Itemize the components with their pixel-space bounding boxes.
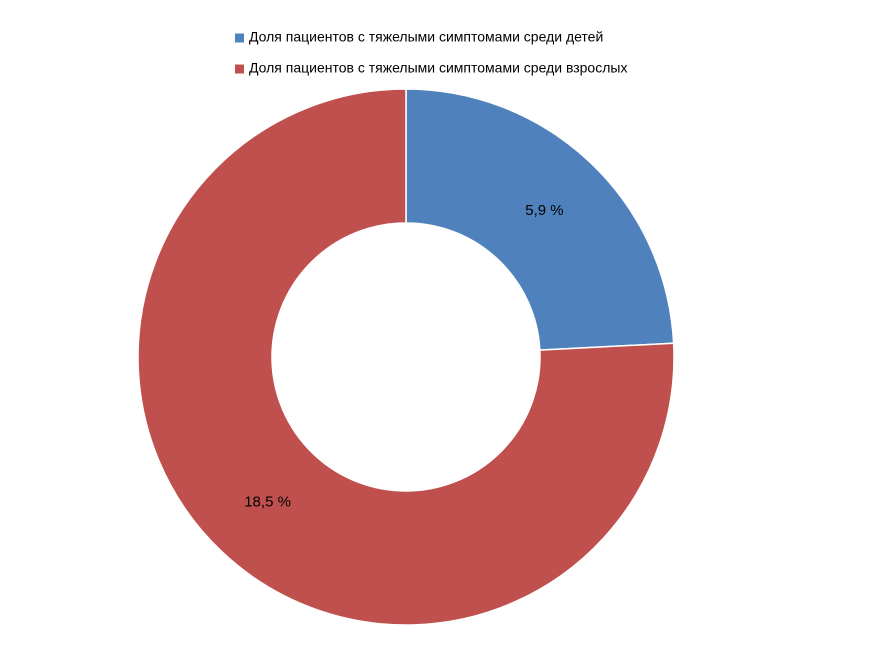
legend-marker	[235, 33, 244, 43]
slice	[137, 88, 675, 626]
legend-text: Доля пациентов с тяжелыми симптомами сре…	[249, 60, 627, 76]
legend-marker	[235, 64, 244, 74]
legend-text: Доля пациентов с тяжелыми симптомами сре…	[249, 29, 603, 45]
value-label: 5,9 %	[525, 202, 563, 219]
value-label: 18,5 %	[244, 494, 291, 511]
slice	[405, 88, 675, 351]
